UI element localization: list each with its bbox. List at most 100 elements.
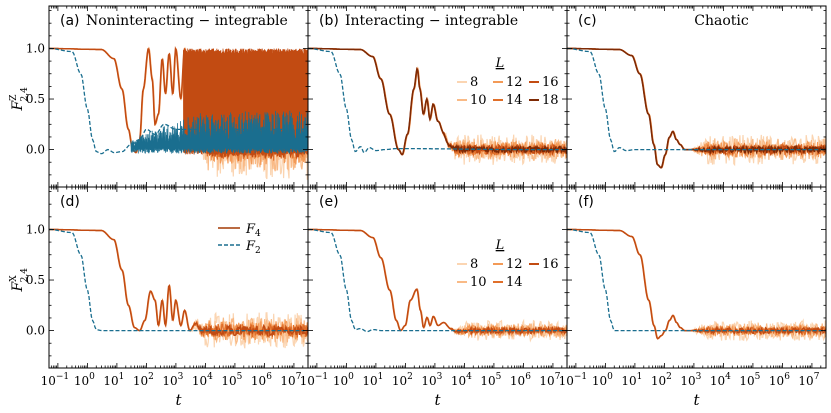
panel-label-d: (d): [60, 194, 80, 210]
legend-L-top: L 8 12 16 10 14 18: [457, 56, 559, 108]
x-ticks-f: [566, 187, 827, 368]
panel-label-e: (e): [319, 194, 339, 210]
frame-e: [307, 186, 568, 369]
panel-title-a: Noninteracting − integrable: [86, 13, 288, 29]
y-ticks-f: [567, 191, 826, 357]
frame-b: [307, 5, 568, 188]
legend-L-top-label-8: 8: [470, 75, 478, 90]
y-tick-label: 1.0: [26, 222, 45, 236]
x-tick-label: 103: [421, 372, 442, 388]
legend-L-bottom-label-10: 10: [470, 275, 487, 290]
plot-area-b: [308, 47, 567, 166]
x-tick-label: 102: [133, 372, 154, 388]
x-tick-label: 107: [798, 372, 819, 388]
x-tick-label: 101: [103, 372, 124, 388]
x-axis-label-col-1: t: [175, 391, 182, 409]
panel-d: 0.0 0.5 1.0 10−1 100 101 102 103 104 105 106 107 (d): [26, 186, 309, 388]
x-tick-label: 106: [769, 372, 790, 388]
panel-label-a: (a): [60, 13, 80, 29]
legend-L-bottom-label-16: 16: [542, 257, 559, 272]
series-F4-L12-d: [49, 228, 308, 340]
series-F4-L16-d: [49, 228, 308, 338]
series-F4-L14-e: [308, 228, 567, 337]
legend-F-label-4: F4: [245, 222, 261, 239]
plot-area-e: [308, 228, 567, 343]
x-tick-label: 104: [192, 372, 213, 388]
y-tick-label: 1.0: [26, 41, 45, 55]
series-F2-b: [308, 47, 567, 154]
legend-L-bottom: L 8 12 16 10 14: [457, 238, 559, 290]
frame-f: [566, 186, 827, 369]
x-tick-label: 101: [362, 372, 383, 388]
x-tick-label: 102: [651, 372, 672, 388]
x-tick-label: 103: [680, 372, 701, 388]
panel-f: 10−1 100 101 102 103 104 105 106 107 (f): [559, 186, 827, 388]
x-tick-label: 106: [251, 372, 272, 388]
x-tick-label: 10−1: [41, 372, 70, 388]
x-tick-label: 103: [162, 372, 183, 388]
x-tick-label: 107: [539, 372, 560, 388]
panel-label-b: (b): [319, 13, 339, 29]
series-F4-L14-b: [308, 47, 567, 158]
x-tick-label: 105: [739, 372, 760, 388]
y-tick-label: 0.5: [26, 273, 45, 287]
legend-L-top-title: L: [495, 56, 505, 71]
series-F4-L12-f: [567, 228, 826, 340]
plot-area-c: [567, 47, 826, 169]
panel-label-c: (c): [578, 13, 597, 29]
series-F2-f: [567, 228, 826, 332]
panel-c: (c) Chaotic: [566, 5, 827, 188]
y-axis-label-row-2: FX2,4: [9, 268, 30, 293]
y-tick-label: 0.0: [26, 143, 45, 157]
x-ticks-b: [307, 6, 568, 187]
x-tick-label: 104: [451, 372, 472, 388]
legend-L-bottom-label-14: 14: [506, 275, 523, 290]
panel-b: (b) Interacting − integrable: [307, 5, 568, 188]
legend-F-label-2: F2: [245, 239, 261, 256]
legend-L-top-label-18: 18: [542, 93, 559, 108]
x-ticks-d: [48, 187, 309, 368]
plot-area-a: [49, 46, 308, 180]
panel-label-f: (f): [578, 194, 594, 210]
series-F4-L10-e: [308, 228, 567, 340]
x-tick-label: 100: [74, 372, 95, 388]
x-tick-label: 102: [392, 372, 413, 388]
y-axis-label-row-1: FZ2,4: [9, 87, 30, 112]
x-tick-label: 105: [221, 372, 242, 388]
series-F4-oscillation-a: [183, 48, 308, 155]
series-F4-L16-e: [308, 228, 567, 336]
x-tick-label: 101: [621, 372, 642, 388]
x-ticks-c: [566, 6, 827, 187]
x-axis-label-col-2: t: [434, 391, 441, 409]
row-y-labels: FZ2,4 FX2,4: [9, 87, 30, 293]
legend-L-bottom-title: L: [495, 238, 505, 253]
legend-L-top-label-10: 10: [470, 93, 487, 108]
x-tick-label: 107: [280, 372, 301, 388]
panel-a: 0.0 0.5 1.0 (a) Noninteracting − integrable: [26, 5, 309, 188]
legend-L-top-label-14: 14: [506, 93, 523, 108]
panel-e: 10−1 100 101 102 103 104 105 106 107 (e): [300, 186, 568, 388]
series-F4-L10-f: [567, 228, 826, 340]
x-tick-label: 10−1: [559, 372, 588, 388]
frame-c: [566, 5, 827, 188]
legend-L-top-label-12: 12: [506, 75, 523, 90]
legend-L-bottom-label-8: 8: [470, 257, 478, 272]
series-F4-L14-f: [567, 228, 826, 340]
legend-L-bottom-label-12: 12: [506, 257, 523, 272]
series-F4-L16-b: [308, 47, 567, 157]
series-F2-c: [567, 47, 826, 153]
panel-title-b: Interacting − integrable: [345, 13, 518, 29]
x-tick-label: 104: [710, 372, 731, 388]
plot-area-f: [567, 228, 826, 342]
series-F4-L18-b: [308, 47, 567, 156]
series-F4-L8-f: [567, 228, 826, 342]
series-F4-L16-f: [567, 228, 826, 340]
y-ticks-c: [567, 10, 826, 176]
x-tick-label: 105: [480, 372, 501, 388]
panel-title-c: Chaotic: [694, 13, 749, 29]
series-F4-L12-b: [308, 47, 567, 160]
x-axis-label-col-3: t: [693, 391, 700, 409]
